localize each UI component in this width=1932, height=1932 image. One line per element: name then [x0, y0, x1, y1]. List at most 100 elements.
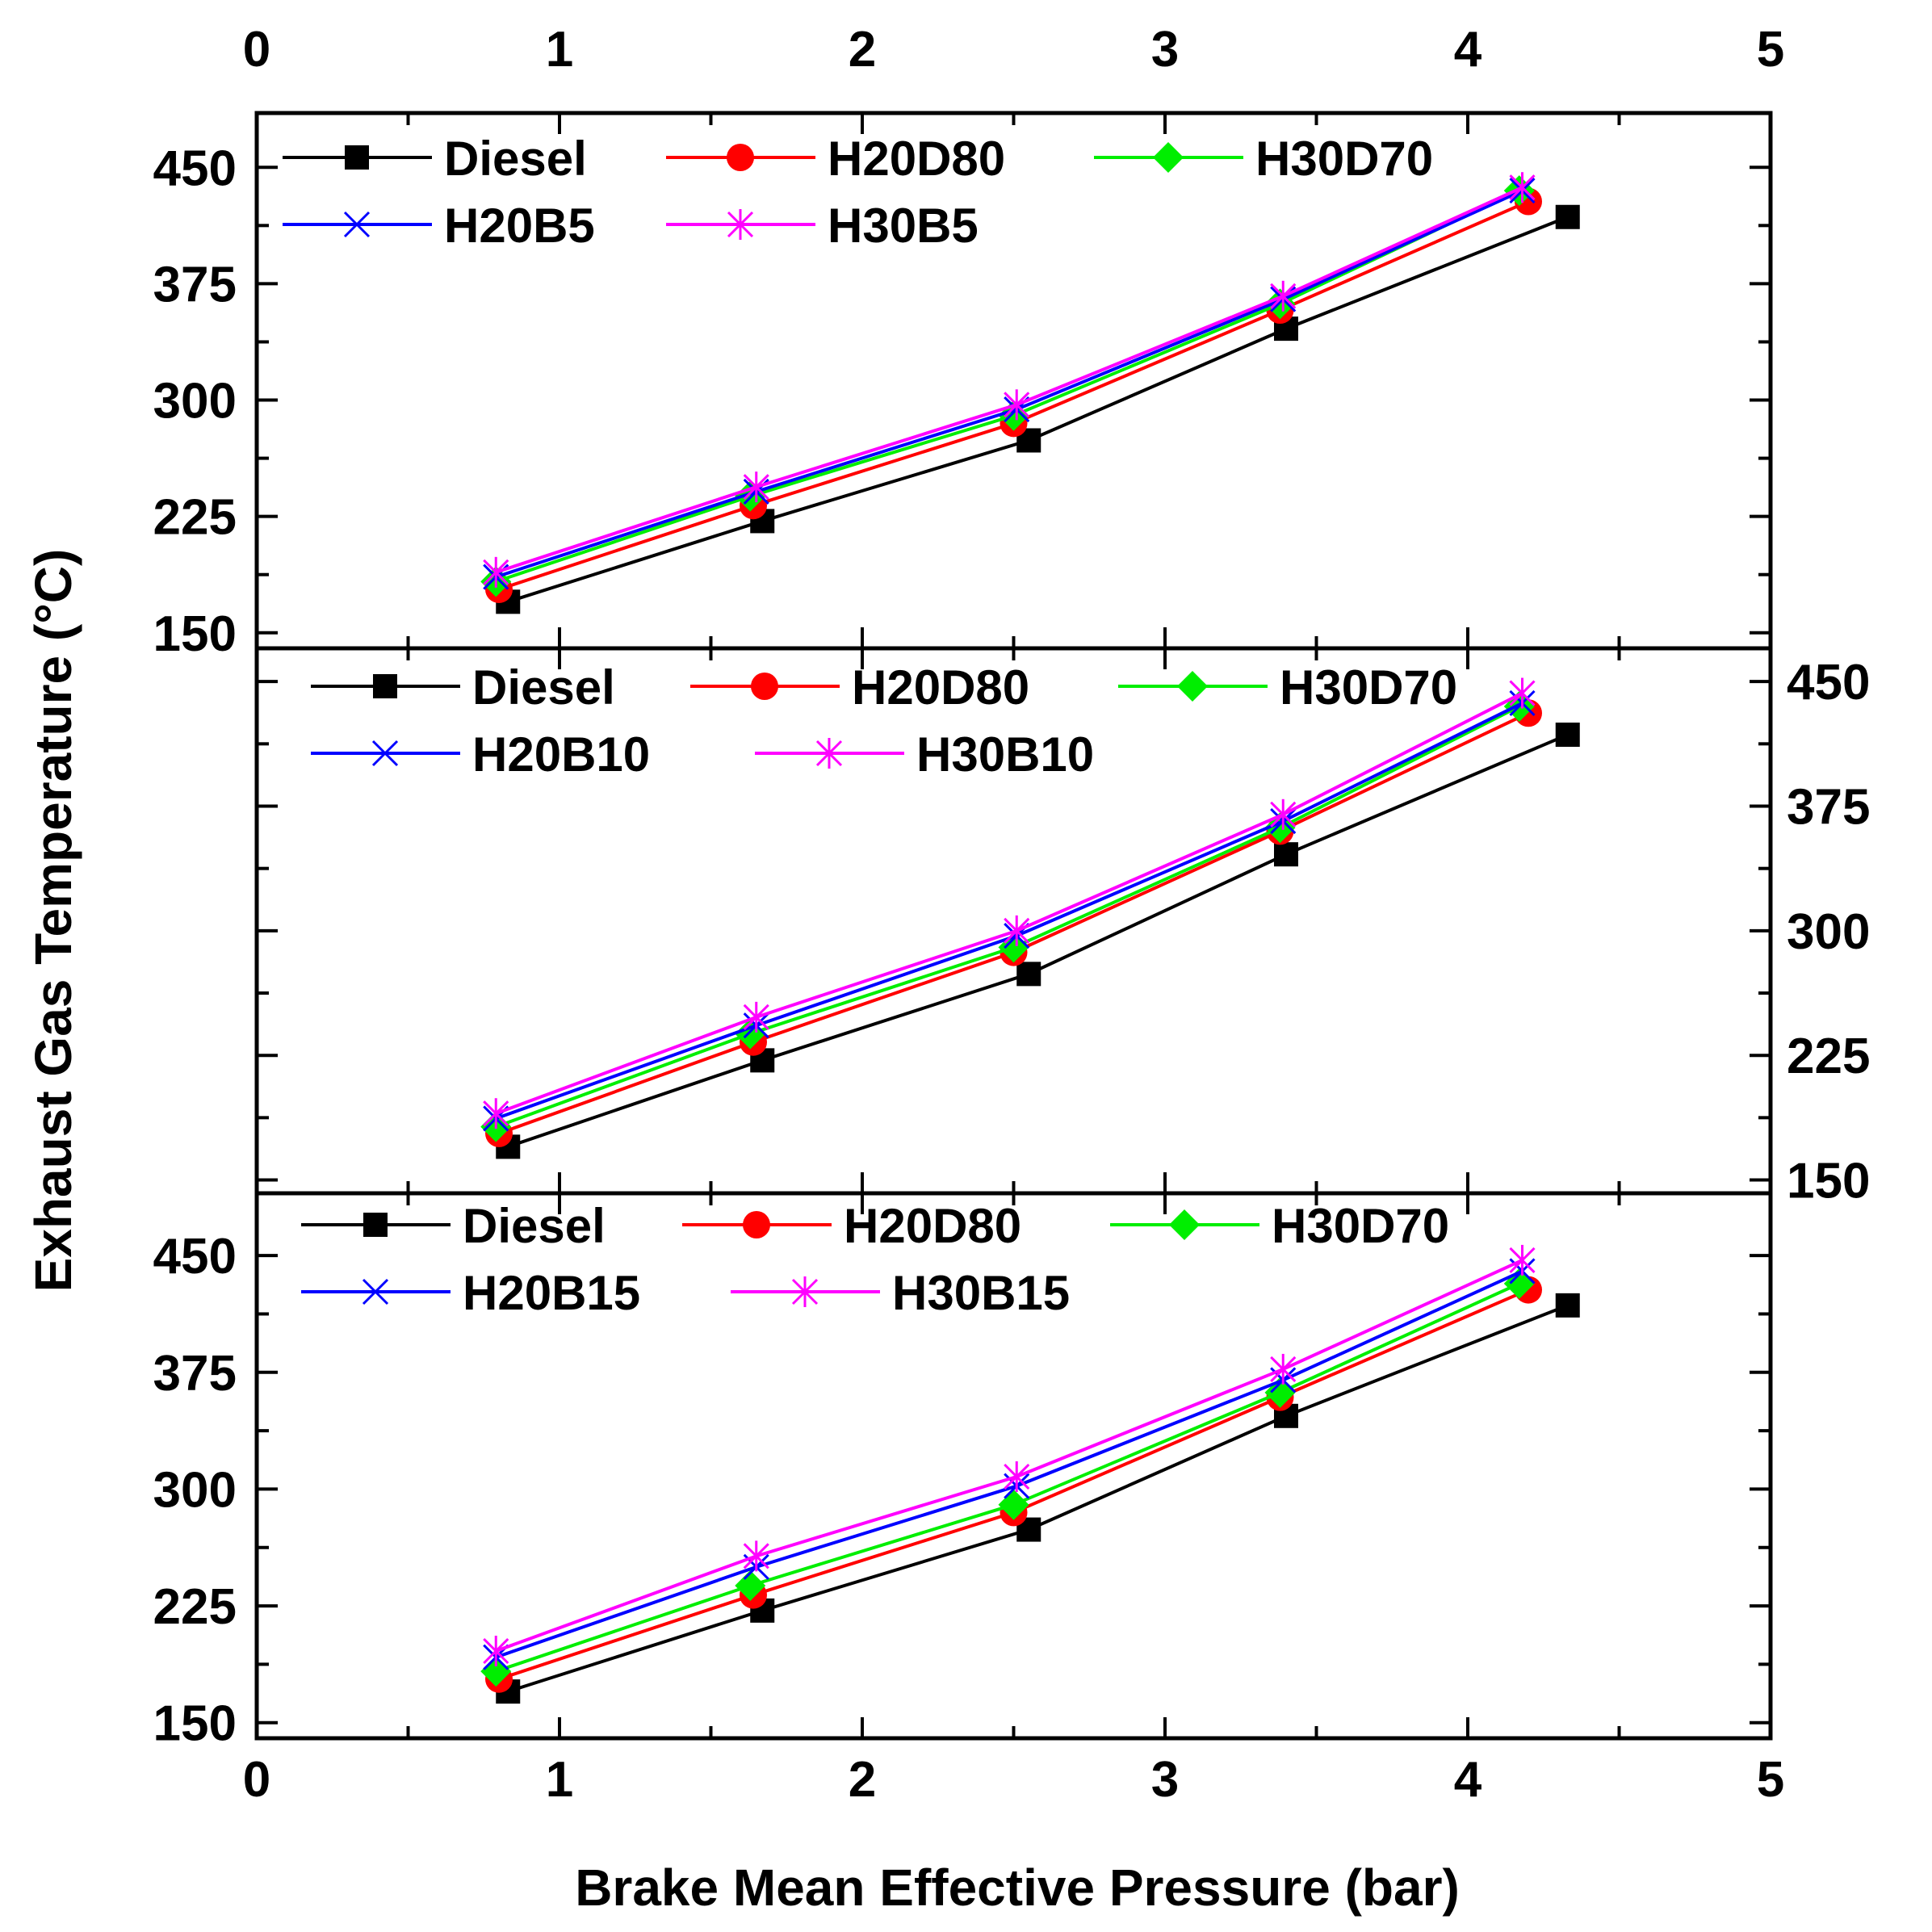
panel-1-y-tick-label: 150 — [153, 606, 237, 662]
x-tick-label-bottom: 0 — [243, 1752, 270, 1808]
panel-1-y-tick-label: 450 — [153, 140, 237, 196]
legend-marker — [743, 1211, 770, 1238]
legend-marker — [362, 1278, 389, 1305]
data-point-diesel — [1555, 723, 1580, 748]
data-point-h30b15 — [743, 1540, 769, 1572]
panel-2: 150 225 300 375 450 Diesel H20D80 H30D70 H20B10 H… — [254, 646, 1870, 1209]
legend-label: H30D70 — [1272, 1199, 1449, 1253]
data-point-h30b10 — [1004, 915, 1030, 946]
x-axis-title: Brake Mean Effective Pressure (bar) — [575, 1859, 1460, 1917]
data-point-h30b15 — [483, 1636, 509, 1666]
x-tick-label-bottom: 2 — [849, 1752, 876, 1808]
panel-3-y-tick-label: 450 — [153, 1229, 237, 1285]
legend-label: Diesel — [472, 660, 615, 715]
legend-label: Diesel — [444, 132, 587, 186]
data-point-h30b5 — [1509, 172, 1536, 203]
x-tick-label-bottom: 5 — [1757, 1752, 1784, 1808]
data-point-h30d70 — [735, 1570, 766, 1601]
x-tick-label-top: 4 — [1454, 22, 1482, 78]
legend-marker — [727, 144, 754, 171]
data-point-h30b15 — [1270, 1353, 1297, 1385]
legend-marker-stroke-b — [371, 740, 399, 767]
legend-marker — [373, 674, 397, 698]
panel-1-y-tick-label: 300 — [153, 374, 237, 430]
legend-marker — [343, 211, 371, 238]
legend-marker — [727, 209, 754, 240]
legend-item-h30d70: H30D70 — [1094, 132, 1433, 186]
data-point-diesel — [1274, 842, 1298, 867]
panel-1-legend: Diesel H20D80 H30D70 H20B5 H30B5 — [283, 132, 1433, 253]
x-tick-label-top: 3 — [1151, 22, 1179, 78]
panel-3-legend: Diesel H20D80 H30D70 H20B15 H30B15 — [301, 1199, 1449, 1320]
legend-marker — [1153, 142, 1184, 173]
data-point-h30b10 — [1509, 677, 1536, 709]
x-tick-label-top: 5 — [1757, 22, 1784, 78]
legend-label: H30B10 — [916, 727, 1094, 782]
panel-3-y-tick-label: 300 — [153, 1462, 237, 1518]
legend-item-h20b15: H20B15 — [301, 1266, 640, 1320]
legend-marker — [1177, 671, 1208, 702]
series-h30b10 — [483, 677, 1536, 1129]
legend-label: H30D70 — [1255, 132, 1433, 186]
legend-item-h30d70: H30D70 — [1110, 1199, 1449, 1253]
data-point-diesel — [1555, 1293, 1580, 1318]
legend-item-diesel: Diesel — [301, 1199, 606, 1253]
legend-marker-stroke-b — [343, 211, 371, 238]
legend-item-h20d80: H20D80 — [666, 132, 1005, 186]
series-diesel — [496, 204, 1580, 614]
data-point-h30b15 — [1004, 1461, 1030, 1492]
legend-label: H20D80 — [844, 1199, 1021, 1253]
panel-2-y-tick-label: 450 — [1787, 655, 1870, 710]
panel-3-y-tick-label: 375 — [153, 1346, 237, 1402]
legend-label: H20D80 — [828, 132, 1005, 186]
legend-label: H20B15 — [463, 1266, 640, 1320]
series-diesel — [496, 723, 1580, 1159]
series-h30b5 — [483, 172, 1536, 588]
data-point-h30b10 — [483, 1098, 509, 1129]
panel-2-y-tick-label: 375 — [1787, 780, 1870, 836]
legend-marker — [371, 740, 399, 767]
x-tick-label-bottom: 1 — [546, 1752, 573, 1808]
x-tick-label-top: 1 — [546, 22, 573, 78]
x-tick-label-bottom: 3 — [1151, 1752, 1179, 1808]
panel-2-y-tick-label: 300 — [1787, 904, 1870, 960]
x-tick-label-top: 0 — [243, 22, 270, 78]
y-axis-title: Exhaust Gas Temperature (°C) — [24, 549, 82, 1293]
legend-item-h30b15: H30B15 — [731, 1266, 1070, 1320]
panel-3: 150 225 300 375 450 Diesel H20D80 H30D70 H20B15 H… — [153, 1191, 1773, 1752]
legend-label: Diesel — [463, 1199, 606, 1253]
legend-item-h30b10: H30B10 — [755, 727, 1094, 782]
legend-item-h20b5: H20B5 — [283, 199, 595, 253]
data-point-h30b15 — [1509, 1244, 1536, 1276]
legend-item-h30b5: H30B5 — [666, 199, 979, 253]
data-point-h30b10 — [743, 1001, 769, 1033]
legend-label: H20B5 — [444, 199, 595, 253]
legend-item-diesel: Diesel — [311, 660, 615, 715]
legend-marker-stroke-b — [362, 1278, 389, 1305]
data-point-h30b5 — [483, 556, 509, 588]
panel-1-y-tick-label: 375 — [153, 257, 237, 312]
legend-label: H20B10 — [472, 727, 650, 782]
legend-item-h20b10: H20B10 — [311, 727, 650, 782]
legend-item-h20d80: H20D80 — [682, 1199, 1021, 1253]
legend-marker — [1169, 1209, 1200, 1240]
panel-2-legend: Diesel H20D80 H30D70 H20B10 H30B10 — [311, 660, 1457, 782]
data-point-h30b5 — [1004, 389, 1030, 421]
legend-marker — [751, 673, 778, 700]
legend-marker — [363, 1213, 388, 1237]
legend-marker — [815, 738, 843, 769]
x-tick-label-top: 2 — [849, 22, 876, 78]
panel-2-y-tick-label: 150 — [1787, 1154, 1870, 1209]
panel-1-y-tick-label: 225 — [153, 490, 237, 546]
data-point-h30b5 — [743, 471, 769, 503]
legend-marker — [791, 1276, 819, 1307]
data-point-h30b5 — [1270, 280, 1297, 312]
x-tick-label-bottom: 4 — [1454, 1752, 1482, 1808]
legend-label: H30D70 — [1280, 660, 1457, 715]
data-point-diesel — [1016, 962, 1041, 987]
series-h30b15 — [483, 1244, 1536, 1666]
panel-3-y-tick-label: 150 — [153, 1696, 237, 1752]
